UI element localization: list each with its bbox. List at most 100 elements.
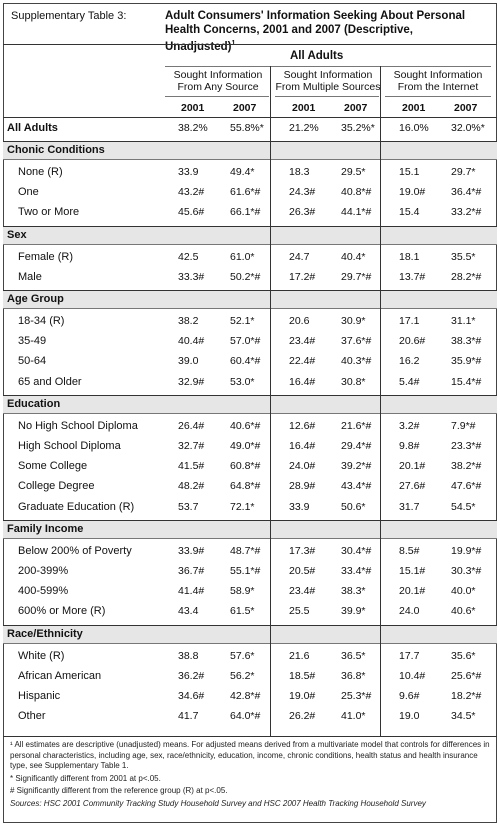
table-cell: 66.1*# (230, 206, 261, 219)
section-band (3, 225, 497, 244)
table-cell: 34.5* (451, 710, 476, 723)
row-label: 65 and Older (18, 375, 82, 388)
table-cell: 39.9* (341, 605, 366, 618)
table-cell: 18.1 (399, 250, 420, 263)
table-cell: 28.9# (289, 480, 316, 493)
row-label: 35-49 (18, 335, 47, 348)
row-label: None (R) (18, 166, 63, 178)
section-band (3, 290, 497, 308)
table-cell: 30.4*# (341, 544, 372, 557)
row-label: No High School Diploma (18, 419, 138, 432)
section-heading: Age Group (7, 293, 64, 305)
row-label: White (R) (18, 649, 65, 662)
table-cell: 38.3* (341, 585, 366, 598)
table-cell: 33.3# (178, 270, 205, 283)
table-cell: 19.9*# (451, 544, 482, 557)
year-header: 2001 (402, 102, 426, 114)
table-cell: 18.3 (289, 166, 310, 178)
table-cell: 12.6# (289, 419, 316, 432)
section-heading: Race/Ethnicity (7, 627, 83, 640)
section-under-rule (3, 642, 497, 644)
year-header: 2007 (233, 102, 257, 114)
row-label: 600% or More (R) (18, 605, 106, 618)
table-cell: 40.6*# (230, 419, 261, 432)
table-cell: 42.8*# (230, 690, 261, 702)
all-adults-cell: 16.0% (399, 122, 429, 134)
row-label: Two or More (18, 206, 80, 219)
table-cell: 43.4*# (341, 480, 372, 493)
table-cell: 54.5* (451, 500, 476, 513)
table-cell: 43.2# (178, 186, 205, 199)
table-cell: 19.0# (289, 690, 316, 702)
table-cell: 23.4# (289, 335, 316, 348)
row-label: Hispanic (18, 690, 61, 702)
table-cell: 56.2* (230, 669, 255, 682)
table-cell: 15.4 (399, 206, 420, 219)
section-under-rule (3, 243, 497, 245)
table-cell: 40.6* (451, 605, 476, 618)
table-cell: 5.4# (399, 375, 420, 388)
table-cell: 33.9# (178, 544, 205, 557)
footnote-3: # Significantly different from the refer… (10, 786, 228, 795)
table-cell: 28.2*# (451, 270, 482, 283)
table-cell: 45.6# (178, 206, 205, 219)
table-cell: 17.7 (399, 649, 420, 662)
table-cell: 60.8*# (230, 460, 261, 473)
section-rule (3, 394, 497, 396)
table-cell: 20.6 (289, 315, 310, 327)
row-label: 18-34 (R) (18, 315, 65, 327)
row-label: Other (18, 710, 46, 723)
footnotes: ¹ All estimates are descriptive (unadjus… (10, 740, 490, 811)
table-cell: 40.4* (341, 250, 366, 263)
table-cell: 35.9*# (451, 355, 482, 368)
table-cell: 40.4# (178, 335, 205, 348)
table-cell: 30.3*# (451, 565, 482, 577)
super-header: All Adults (290, 50, 344, 62)
table-cell: 33.9 (178, 166, 199, 178)
table-cell: 25.5 (289, 605, 310, 618)
table-cell: 55.1*# (230, 565, 261, 577)
table-cell: 47.6*# (451, 480, 482, 493)
all-adults-label: All Adults (7, 122, 58, 134)
table-cell: 41.7 (178, 710, 199, 723)
table-cell: 49.0*# (230, 440, 261, 452)
table-cell: 9.8# (399, 440, 420, 452)
table-cell: 37.6*# (341, 335, 372, 348)
table-cell: 32.9# (178, 375, 205, 388)
table-cell: 64.0*# (230, 710, 261, 723)
table-cell: 61.5* (230, 605, 255, 618)
section-rule (3, 519, 497, 521)
column-divider-2 (380, 66, 381, 736)
table-cell: 15.1# (399, 565, 426, 577)
table-cell: 26.2# (289, 710, 316, 723)
table-cell: 38.3*# (451, 335, 482, 348)
row-label: 50-64 (18, 355, 47, 368)
year-header: 2001 (181, 102, 205, 114)
table-cell: 50.2*# (230, 270, 261, 283)
section-heading: Education (7, 397, 61, 410)
table-cell: 36.5* (341, 649, 366, 662)
table-cell: 57.0*# (230, 335, 261, 348)
section-rule (3, 225, 497, 227)
table-cell: 17.3# (289, 544, 316, 557)
table-cell: 35.5* (451, 250, 476, 263)
table-cell: 24.7 (289, 250, 310, 263)
table-cell: 23.3*# (451, 440, 482, 452)
table-cell: 27.6# (399, 480, 426, 493)
table-cell: 32.7# (178, 440, 205, 452)
table-cell: 31.7 (399, 500, 420, 513)
table-cell: 36.8* (341, 669, 366, 682)
table-cell: 58.9* (230, 585, 255, 598)
table-cell: 40.0* (451, 585, 476, 598)
table-cell: 21.6*# (341, 419, 372, 432)
all-adults-cell: 35.2%* (341, 122, 375, 134)
table-cell: 8.5# (399, 544, 420, 557)
row-label: African American (18, 669, 102, 682)
table-cell: 52.1* (230, 315, 255, 327)
table-cell: 20.6# (399, 335, 426, 348)
row-label: One (18, 186, 39, 199)
table-cell: 15.1 (399, 166, 420, 178)
row-label: Some College (18, 460, 88, 473)
section-band (3, 624, 497, 643)
table-cell: 39.0 (178, 355, 199, 368)
